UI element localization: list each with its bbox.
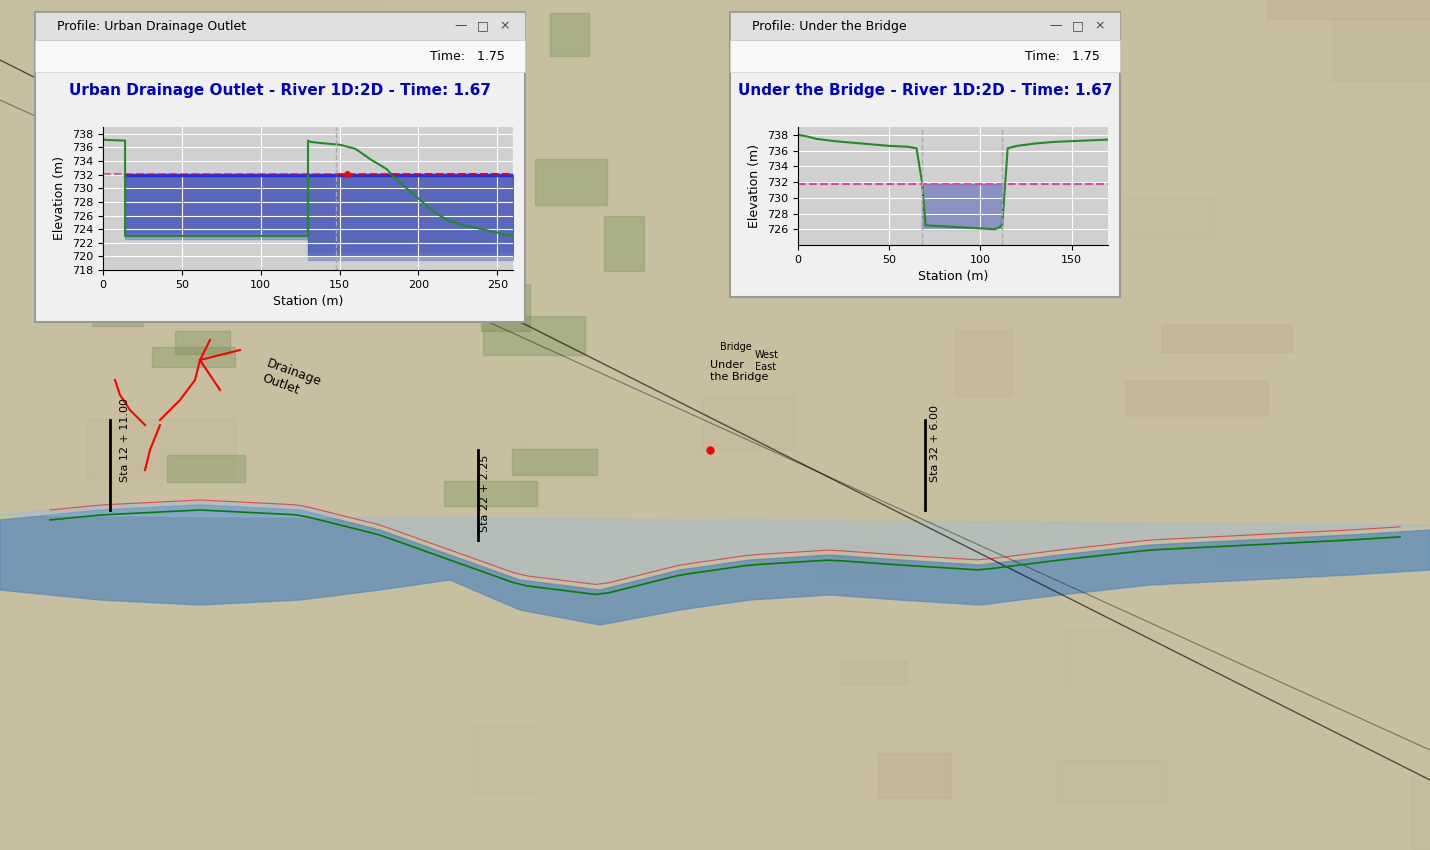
Bar [242,2,380,74]
Text: West
East: West East [755,350,779,372]
Text: Sta 12 + 11.00: Sta 12 + 11.00 [120,398,130,482]
Bar [152,347,235,367]
Bar [551,13,589,56]
Bar [729,12,1120,297]
Text: Time:   1.75: Time: 1.75 [1025,49,1100,63]
Bar [290,204,393,238]
Text: —: — [1050,20,1062,32]
X-axis label: Station (m): Station (m) [273,295,343,309]
Bar [1064,630,1128,694]
Bar [1125,381,1268,415]
Text: Under the Bridge - River 1D:2D - Time: 1.67: Under the Bridge - River 1D:2D - Time: 1… [738,82,1113,98]
Text: □: □ [478,20,489,32]
Polygon shape [0,500,1430,585]
Y-axis label: Elevation (m): Elevation (m) [53,156,66,241]
Bar [960,46,1110,112]
Text: Sta 32 + 6.00: Sta 32 + 6.00 [930,405,940,482]
Bar [1411,776,1430,849]
Text: Sta 22 + 2.25: Sta 22 + 2.25 [480,455,490,532]
Text: Profile: Urban Drainage Outlet: Profile: Urban Drainage Outlet [57,20,246,32]
Text: Bridge: Bridge [719,342,752,352]
Text: ×: × [499,20,511,32]
Bar [378,31,468,78]
Bar [1216,533,1321,574]
Bar [535,159,606,205]
Bar [603,216,644,271]
Text: Urban Drainage Outlet - River 1D:2D - Time: 1.67: Urban Drainage Outlet - River 1D:2D - Ti… [69,82,490,98]
Bar [167,455,245,482]
Bar [174,331,230,354]
Text: Time:   1.75: Time: 1.75 [430,49,505,63]
Bar [1163,325,1291,352]
Text: □: □ [1072,20,1084,32]
Bar [1044,198,1215,236]
X-axis label: Station (m): Station (m) [918,270,988,283]
Bar [729,40,1120,72]
Bar [483,316,585,355]
Bar [87,419,236,478]
Y-axis label: Elevation (m): Elevation (m) [748,144,761,228]
Bar [34,12,525,322]
Bar [512,449,596,475]
Bar [839,661,907,684]
Text: Drainage
Outlet: Drainage Outlet [260,357,323,403]
Bar [1267,0,1430,19]
Polygon shape [0,505,1430,625]
Bar [212,168,297,202]
Text: Profile: Under the Bridge: Profile: Under the Bridge [752,20,907,32]
Bar [815,540,904,580]
Bar [521,444,698,507]
Bar [955,330,1012,396]
Text: Under
the Bridge: Under the Bridge [711,360,768,382]
Bar [34,40,525,72]
Bar [1055,760,1167,803]
Bar [473,726,538,792]
Bar [878,753,951,798]
Bar [257,101,317,150]
Bar [448,190,485,233]
Bar [729,12,1120,40]
Bar [443,481,538,506]
Bar [480,284,531,331]
Text: ×: × [1095,20,1105,32]
Bar [92,270,143,326]
Bar [702,396,795,449]
Bar [1331,18,1430,81]
Text: —: — [455,20,468,32]
Bar [34,12,525,40]
